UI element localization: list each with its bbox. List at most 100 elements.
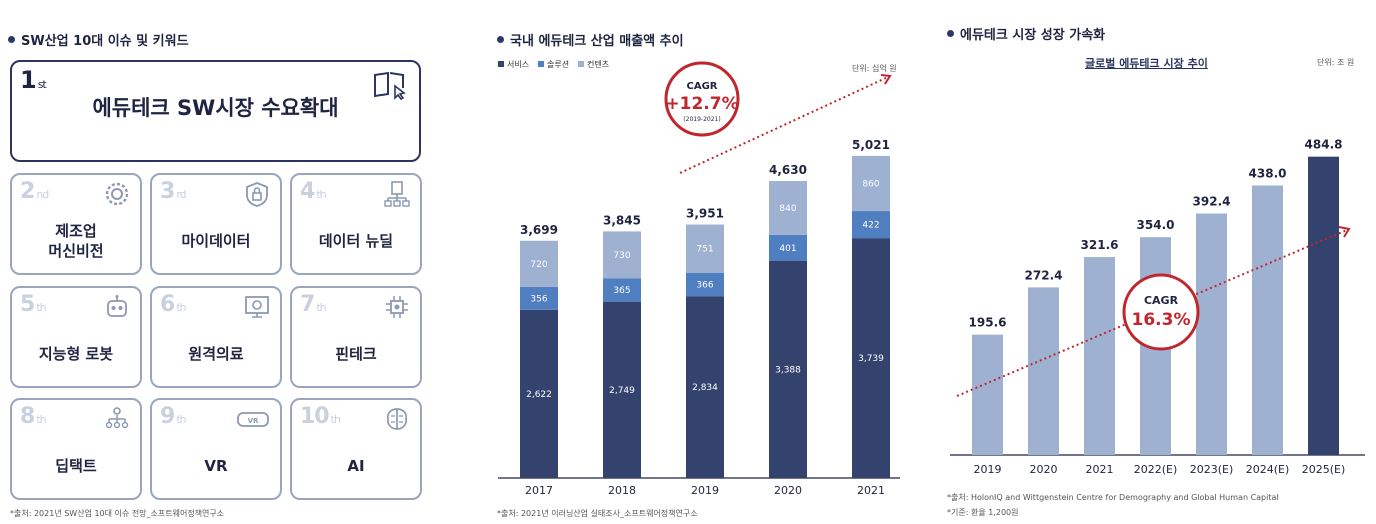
issue-label: 딥택트 [55,457,97,475]
total-label: 4,630 [769,163,807,177]
trend-arrowhead-icon [1338,226,1351,238]
robot-icon [107,295,127,317]
bar [1084,257,1115,455]
bar-segment [769,260,807,478]
bullet-dot-icon [8,36,15,43]
domestic-chart-source: *출처: 2021년 이러닝산업 실태조사_소프트웨어정책연구소 [497,509,698,518]
trend-arrow-line [679,76,889,174]
legend-swatch [498,61,504,67]
legend-swatch [538,61,544,67]
segment-label: 860 [862,179,879,189]
value-label: 484.8 [1305,138,1343,152]
segment-label: 2,749 [609,386,635,396]
x-tick-label: 2023(E) [1190,463,1234,476]
segment-label: 3,388 [775,365,801,375]
segment-label: 356 [530,294,547,304]
top-issue-label: 에듀테크 SW시장 수요확대 [92,96,339,120]
x-tick-label: 2020 [774,484,802,497]
x-tick-label: 2024(E) [1246,463,1290,476]
bar-segment [686,224,724,273]
bar-segment [769,181,807,235]
issue-label: 핀테크 [335,345,377,363]
bar-segment [603,231,641,279]
global-chart-basis-note: *기준: 환율 1,200원 [947,508,1019,517]
segment-label: 720 [530,260,547,270]
cagr-badge-value: +12.7% [665,94,738,114]
x-tick-label: 2025(E) [1302,463,1346,476]
issue-label: VR [204,457,228,475]
legend-label: 솔루션 [547,59,569,69]
global-chart-title: 에듀테크 시장 성장 가속화 [947,24,1105,43]
bar-segment [686,296,724,478]
bar-segment [852,238,890,478]
value-label: 392.4 [1193,195,1231,209]
value-label: 272.4 [1025,268,1063,282]
value-label: 195.6 [969,316,1007,330]
value-label: 438.0 [1249,166,1287,180]
network-icon [384,181,410,207]
bar-segment [520,240,558,287]
legend-label: 서비스 [507,60,529,69]
issue-label: AI [347,457,365,475]
bar-segment [852,211,890,239]
x-tick-label: 2022(E) [1134,463,1178,476]
left-source-note: *출처: 2021년 SW산업 10대 이슈 전망_소프트웨어정책연구소 [10,509,225,518]
bar-segment [769,234,807,261]
segment-label: 2,622 [526,390,552,400]
domestic-chart-unit: 단위: 십억 원 [852,64,897,73]
bar [972,334,1003,455]
people-network-icon [105,407,129,429]
cagr-badge-period: (2019-2021) [683,116,720,123]
vr-headset-icon: VR [237,412,269,427]
legend: 서비스 솔루션 컨텐츠 [498,59,609,69]
bar [1308,156,1339,455]
cagr-badge-label: CAGR [687,81,718,92]
issue-label: 지능형 로봇 [38,345,114,363]
segment-label: 366 [696,280,713,290]
legend-label: 컨텐츠 [587,59,609,69]
x-tick-label: 2021 [857,484,885,497]
bar-segment [520,309,558,478]
bar-segment [686,272,724,297]
issue-label: 데이터 뉴딜 [318,232,394,250]
segment-label: 3,739 [858,354,884,364]
svg-text:VR: VR [248,417,259,425]
segment-label: 422 [862,221,879,231]
cagr-badge-circle [664,61,740,137]
x-tick-label: 2017 [525,484,553,497]
gear-icon [105,182,129,206]
left-section-title: SW산업 10대 이슈 및 키워드 [8,30,189,49]
x-tick-label: 2021 [1086,463,1114,476]
segment-label: 401 [779,244,796,254]
chip-icon [386,296,408,318]
segment-label: 730 [613,251,630,261]
bar-segment [852,155,890,212]
bullet-dot-icon [497,36,504,43]
segment-label: 365 [613,286,630,296]
x-tick-label: 2020 [1030,463,1058,476]
global-chart-source: *출처: HolonIQ and Wittgenstein Centre for… [947,493,1279,502]
issue-label: 제조업 머신비전 [48,222,104,260]
total-label: 3,845 [603,213,641,227]
domestic-chart-title: 국내 에듀테크 산업 매출액 추이 [497,30,684,49]
issue-label: 마이데이터 [181,232,251,250]
bar-segment [520,286,558,310]
bar [1028,287,1059,455]
trend-arrowhead-icon [880,74,892,85]
lock-shield-icon [246,182,268,207]
